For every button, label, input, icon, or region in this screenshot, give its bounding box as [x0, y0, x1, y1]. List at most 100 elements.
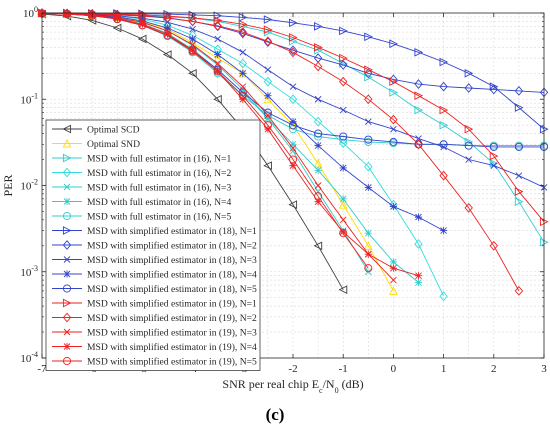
data-point [263, 94, 273, 104]
data-point [414, 91, 424, 101]
data-point [314, 198, 322, 206]
data-point [339, 164, 347, 172]
x-tick-label: 1 [441, 363, 447, 375]
data-point [439, 140, 448, 149]
data-point [288, 94, 298, 105]
data-point [288, 200, 298, 209]
data-point [464, 141, 473, 150]
data-point [314, 95, 322, 103]
series-layer [37, 8, 549, 302]
legend-entry: MSD with simplified estimator in (18), N… [52, 226, 257, 237]
data-point [288, 121, 298, 130]
data-point [238, 19, 248, 29]
legend-label: MSD with full estimator in (16), N=3 [87, 183, 231, 194]
legend-marker [63, 342, 71, 351]
data-point [364, 161, 373, 172]
legend-entry: MSD with full estimator in (16), N=1 [52, 154, 231, 165]
data-point [187, 68, 197, 78]
data-point [264, 66, 272, 74]
y-tick-label: 10-2 [20, 178, 38, 193]
series-line [41, 12, 369, 269]
data-point [313, 241, 323, 251]
data-point [338, 200, 348, 209]
legend-marker [63, 270, 71, 278]
data-point [439, 105, 449, 115]
legend-label: MSD with simplified estimator in (19), N… [87, 342, 257, 353]
data-point [389, 88, 399, 97]
data-point [314, 182, 322, 189]
data-point [390, 125, 397, 133]
series-line [41, 12, 520, 292]
legend-marker [62, 211, 72, 221]
data-point [364, 229, 372, 237]
data-point [364, 72, 373, 82]
data-point [364, 135, 373, 144]
data-point [339, 228, 347, 236]
data-point [514, 86, 524, 96]
data-point [189, 35, 197, 43]
data-point [464, 137, 474, 147]
legend-entry: MSD with full estimator in (16), N=5 [52, 212, 231, 223]
legend-entry: Optimal SCD [52, 125, 140, 136]
legend-entry: MSD with simplified estimator in (18), N… [52, 255, 257, 266]
data-point [364, 94, 373, 105]
legend-entry: MSD with full estimator in (16), N=4 [52, 197, 231, 208]
data-point [414, 272, 423, 280]
data-point [288, 47, 298, 58]
data-point [339, 216, 347, 224]
legend-marker [62, 226, 72, 235]
data-point [440, 226, 448, 235]
legend-marker [63, 183, 71, 191]
data-point [440, 143, 447, 151]
data-point [314, 132, 323, 141]
data-point [188, 16, 197, 27]
series-line [41, 13, 344, 290]
data-point [112, 23, 122, 33]
x-tick-label: 3 [541, 363, 547, 375]
data-point [514, 285, 524, 296]
data-point [138, 11, 147, 22]
data-point [263, 111, 272, 120]
data-point [364, 183, 372, 192]
data-point [414, 79, 423, 89]
data-point [339, 195, 347, 203]
legend-label: MSD with simplified estimator in (19), N… [87, 299, 257, 310]
data-point [314, 42, 323, 52]
data-point [489, 151, 499, 161]
data-point [390, 276, 397, 284]
data-point [238, 58, 247, 69]
data-point [439, 170, 448, 181]
x-tick-label: 0 [391, 363, 397, 375]
x-axis-label: SNR per real chip Ec/N0 (dB) [222, 377, 363, 395]
data-point [163, 30, 172, 38]
data-point [464, 68, 474, 78]
data-point [137, 34, 147, 44]
data-point [364, 250, 372, 258]
data-point [213, 11, 223, 21]
data-point [239, 69, 247, 77]
data-point [389, 258, 397, 266]
data-point [264, 114, 272, 122]
panel-label: (c) [265, 405, 285, 424]
legend-marker [62, 298, 72, 308]
data-point [214, 60, 222, 67]
data-point [389, 77, 399, 86]
data-point [389, 137, 398, 146]
data-point [363, 241, 373, 250]
series-line [42, 12, 545, 130]
data-point [489, 240, 498, 251]
data-point [264, 92, 272, 100]
data-point [188, 47, 197, 56]
series-line [41, 12, 545, 222]
data-point [364, 65, 373, 75]
data-point [339, 53, 348, 63]
data-point [489, 84, 498, 95]
data-point [439, 120, 449, 130]
y-tick-label: 10-1 [20, 91, 38, 106]
data-point [263, 76, 273, 87]
data-point [263, 161, 272, 170]
data-point [415, 135, 422, 142]
y-tick-label: 10-4 [20, 350, 38, 365]
y-axis-label: PER [1, 174, 15, 196]
